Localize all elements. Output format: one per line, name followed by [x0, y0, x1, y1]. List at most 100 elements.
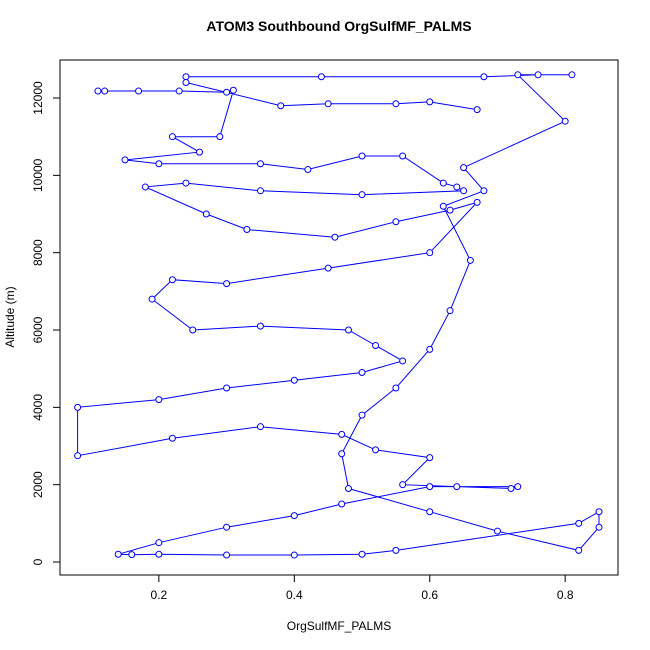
data-point	[460, 187, 468, 195]
data-point	[358, 191, 366, 199]
data-point	[168, 133, 176, 141]
data-point	[74, 452, 82, 460]
data-point	[114, 550, 122, 558]
data-point	[493, 527, 501, 535]
data-point	[372, 341, 380, 349]
y-tick-label: 10000	[31, 158, 45, 192]
data-point	[507, 485, 515, 493]
data-line	[77, 74, 600, 556]
data-point	[399, 152, 407, 160]
data-point	[101, 87, 109, 95]
data-point	[223, 384, 231, 392]
data-point	[223, 523, 231, 531]
data-point	[426, 98, 434, 106]
data-point	[256, 423, 264, 431]
data-point	[74, 403, 82, 411]
x-axis-label: OrgSulfMF_PALMS	[287, 619, 391, 633]
data-point	[338, 500, 346, 508]
data-point	[202, 210, 210, 218]
data-point	[338, 450, 346, 458]
data-point	[426, 508, 434, 516]
data-point	[223, 88, 231, 96]
data-point	[317, 73, 325, 81]
x-tick-label: 0.2	[151, 588, 168, 602]
data-point	[324, 264, 332, 272]
data-point	[168, 276, 176, 284]
data-point	[358, 152, 366, 160]
data-point	[196, 148, 203, 156]
data-point	[182, 179, 190, 187]
data-point	[446, 206, 454, 214]
data-point	[514, 483, 522, 491]
data-point	[256, 322, 264, 330]
data-point	[155, 539, 163, 547]
data-point	[392, 218, 400, 226]
data-point	[290, 376, 298, 384]
data-point	[392, 100, 400, 108]
data-point	[128, 551, 136, 559]
y-tick-label: 8000	[31, 239, 45, 266]
data-point	[595, 508, 603, 516]
y-tick-label: 0	[31, 558, 45, 565]
data-point	[358, 550, 366, 558]
y-tick-label: 12000	[31, 81, 45, 115]
data-point	[561, 117, 569, 125]
data-point	[514, 71, 522, 79]
data-point	[155, 396, 163, 404]
data-point	[331, 233, 339, 241]
data-point	[453, 483, 461, 491]
data-point	[344, 485, 352, 493]
data-point	[480, 187, 488, 195]
data-point	[155, 160, 163, 168]
x-tick-label: 0.8	[557, 588, 574, 602]
data-point	[399, 357, 407, 365]
data-point	[568, 71, 576, 79]
data-point	[135, 87, 143, 95]
data-point	[473, 198, 481, 206]
data-point	[168, 434, 176, 442]
y-tick-label: 6000	[31, 316, 45, 343]
data-point	[473, 106, 481, 114]
data-point	[338, 430, 346, 438]
data-point	[304, 166, 312, 174]
plot-frame	[59, 59, 619, 576]
data-point	[189, 326, 197, 334]
data-point	[453, 183, 461, 191]
data-point	[256, 187, 264, 195]
data-point	[277, 102, 285, 110]
data-point	[439, 202, 447, 210]
data-point	[290, 512, 298, 520]
data-point	[141, 183, 149, 191]
data-point	[426, 249, 434, 257]
data-point	[426, 454, 434, 462]
data-point	[439, 179, 447, 187]
data-point	[446, 307, 454, 315]
data-point	[460, 164, 468, 172]
data-point	[595, 523, 603, 531]
data-point	[575, 546, 583, 554]
data-point	[399, 481, 407, 489]
data-point	[358, 411, 366, 419]
data-point	[256, 160, 264, 168]
data-point	[426, 345, 434, 353]
data-point	[372, 446, 380, 454]
data-point	[182, 73, 190, 81]
data-point	[223, 280, 231, 288]
data-point	[480, 73, 488, 81]
data-point	[182, 79, 190, 87]
data-point	[466, 256, 474, 264]
data-point	[344, 326, 352, 334]
data-point	[243, 225, 251, 233]
data-point	[290, 551, 298, 559]
x-tick-label: 0.4	[286, 588, 303, 602]
y-tick-label: 4000	[31, 394, 45, 421]
data-point	[534, 71, 542, 79]
data-point	[426, 483, 434, 491]
data-point	[223, 551, 231, 559]
chart-title: ATOM3 Southbound OrgSulfMF_PALMS	[206, 18, 471, 34]
data-point	[392, 546, 400, 554]
data-point	[216, 133, 224, 141]
data-point	[575, 519, 583, 527]
data-point	[155, 550, 163, 558]
